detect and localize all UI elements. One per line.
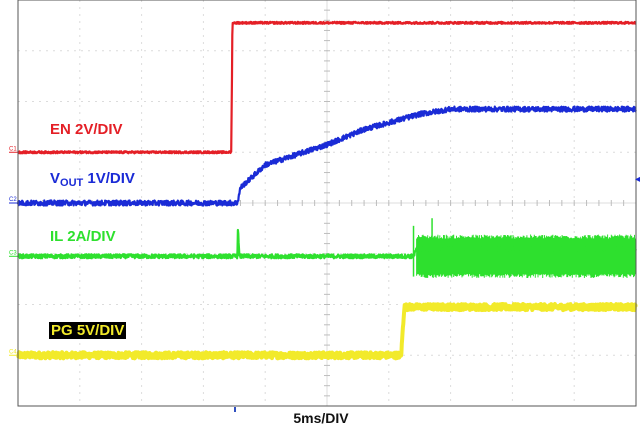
pg-series-label: PG 5V/DIV <box>49 322 127 339</box>
trigger-level-marker: ◂ <box>635 174 640 185</box>
trigger-position-marker <box>234 407 236 412</box>
c3-trace <box>17 228 637 260</box>
il-series-label: IL 2A/DIV <box>50 228 116 245</box>
vout-label-rest: 1V/DIV <box>83 170 135 187</box>
vout-label-subscript: OUT <box>60 177 84 189</box>
traces <box>16 20 638 361</box>
vout-label-main: V <box>50 170 61 187</box>
plot-frame <box>17 0 637 407</box>
channel-markers: C4 C3 C2 C1 <box>9 146 18 356</box>
c4-marker-text: C4 <box>9 349 17 355</box>
c3-switching-noise <box>416 234 636 278</box>
x-axis-label: 5ms/DIV <box>293 410 349 426</box>
c2-marker-text: C2 <box>9 197 17 203</box>
c1-marker-text: C1 <box>9 146 17 152</box>
vout-series-label: VOUT 1V/DIV <box>50 170 135 192</box>
c2-trace <box>16 105 637 207</box>
c4-trace <box>16 302 638 361</box>
c3-marker-text: C3 <box>9 250 17 256</box>
c1-trace <box>17 20 637 155</box>
en-series-label: EN 2V/DIV <box>50 121 123 138</box>
